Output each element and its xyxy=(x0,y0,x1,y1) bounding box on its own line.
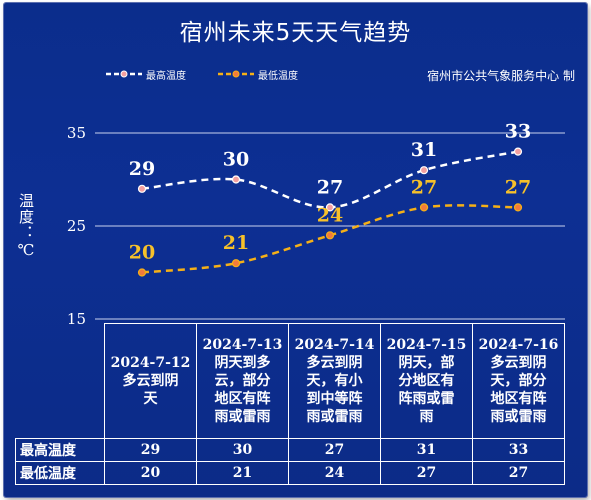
day-weather-line: 多云到阴 xyxy=(306,355,363,371)
table-cell-low: 27 xyxy=(380,461,473,485)
day-weather-line: 到中等阵 xyxy=(306,391,363,407)
day-date: 2024-7-15 xyxy=(386,337,467,353)
table-cell-high: 27 xyxy=(288,438,381,462)
table-cell-day-4: 2024-7-15 阴天，部分地区有阵雨或雷雨 xyxy=(380,323,473,439)
source-credit: 宿州市公共气象服务中心 制 xyxy=(427,69,575,83)
day-date: 2024-7-16 xyxy=(478,337,559,353)
day-weather-line: 多云到阴 xyxy=(122,373,179,389)
legend-low-swatch xyxy=(218,70,254,78)
row-header-low: 最低温度 xyxy=(15,461,105,485)
day-weather-line: 多云到阴 xyxy=(490,355,547,371)
table-cell-low: 20 xyxy=(104,461,197,485)
day-date: 2024-7-12 xyxy=(110,355,191,371)
table-row-weather: 2024-7-12 多云到阴天 2024-7-13 阴天到多 云，部分 地区有阵 雨或雷雨 2… xyxy=(15,323,565,439)
table-cell-day-2: 2024-7-13 阴天到多云，部分地区有阵雨或雷雨 xyxy=(196,323,289,439)
day-date: 2024-7-14 xyxy=(294,337,375,353)
table-cell-low: 24 xyxy=(288,461,381,485)
y-axis-label: 温度：℃ xyxy=(17,193,35,260)
data-point-high xyxy=(325,203,335,212)
data-label-low: 24 xyxy=(317,204,343,226)
day-weather-line: 天，有小 xyxy=(306,373,363,389)
y-tick-label: 25 xyxy=(67,217,86,235)
data-label-high: 29 xyxy=(129,158,155,180)
data-point-high xyxy=(419,166,429,175)
day-weather-line: 分地区有 xyxy=(398,373,455,389)
data-point-low xyxy=(137,268,147,277)
table-cell-low: 21 xyxy=(196,461,289,485)
data-point-low xyxy=(513,203,523,212)
data-point-high xyxy=(231,175,241,184)
day-weather-line: 雨或雷雨 xyxy=(490,409,547,425)
table-cell-low: 27 xyxy=(472,461,565,485)
day-weather-line: 阴天到多 xyxy=(214,355,271,371)
day-weather-line: 云，部分 xyxy=(214,373,271,389)
table-cell-high: 31 xyxy=(380,438,473,462)
legend-high-label: 最高温度 xyxy=(146,70,186,82)
row-header-high: 最高温度 xyxy=(15,438,105,462)
data-label-low: 27 xyxy=(411,176,437,198)
data-point-low xyxy=(419,203,429,212)
forecast-table: 2024-7-12 多云到阴天 2024-7-13 阴天到多 云，部分 地区有阵 雨或雷雨 2… xyxy=(15,323,565,485)
table-cell-day-5: 2024-7-16 多云到阴天，部分地区有阵雨或雷雨 xyxy=(472,323,565,439)
chart-title: 宿州未来5天天气趋势 xyxy=(179,20,412,46)
legend-high-swatch xyxy=(106,70,142,78)
day-weather-line: 阴天，部 xyxy=(398,355,455,371)
table-cell-day-3: 2024-7-14 多云到阴天，有小到中等阵雨或雷雨 xyxy=(288,323,381,439)
table-row-low: 最低温度 20 21 24 27 27 xyxy=(15,461,565,485)
legend-item-high: 最高温度 xyxy=(104,67,186,82)
data-point-high xyxy=(513,147,523,156)
data-label-low: 27 xyxy=(505,176,531,198)
table-row-high: 最高温度 29 30 27 31 33 xyxy=(15,438,565,462)
data-label-high: 30 xyxy=(223,149,249,171)
day-weather-line: 雨 xyxy=(419,409,434,425)
data-label-low: 20 xyxy=(129,242,155,264)
data-point-low xyxy=(231,259,241,268)
day-weather-line: 地区有阵 xyxy=(214,391,271,407)
table-cell-high: 30 xyxy=(196,438,289,462)
chart-panel: 宿州未来5天天气趋势 最高温度 最低温度 宿州市公共气象服务中心 制 温度：℃ … xyxy=(4,3,587,497)
day-weather-line: 雨或雷雨 xyxy=(306,409,363,425)
data-label-high: 33 xyxy=(505,121,531,143)
data-label-high: 31 xyxy=(411,139,437,161)
legend: 最高温度 最低温度 xyxy=(104,66,328,82)
table-cell-high: 29 xyxy=(104,438,197,462)
legend-low-label: 最低温度 xyxy=(258,70,298,82)
table-cell-high: 33 xyxy=(472,438,565,462)
day-weather-line: 地区有阵 xyxy=(490,391,547,407)
day-weather-line: 天，部分 xyxy=(490,373,547,389)
day-weather-line: 雨或雷雨 xyxy=(214,409,271,425)
legend-item-low: 最低温度 xyxy=(216,67,298,82)
day-weather-line: 天 xyxy=(143,391,158,407)
data-label-low: 21 xyxy=(223,232,249,254)
day-date: 2024-7-13 xyxy=(202,337,283,353)
day-weather-line: 阵雨或雷 xyxy=(398,391,455,407)
y-tick-label: 35 xyxy=(67,124,86,142)
table-corner xyxy=(15,323,105,439)
table-cell-day-1: 2024-7-12 多云到阴天 xyxy=(104,323,197,439)
data-point-high xyxy=(137,184,147,193)
data-label-high: 27 xyxy=(317,176,343,198)
data-point-low xyxy=(325,231,335,240)
